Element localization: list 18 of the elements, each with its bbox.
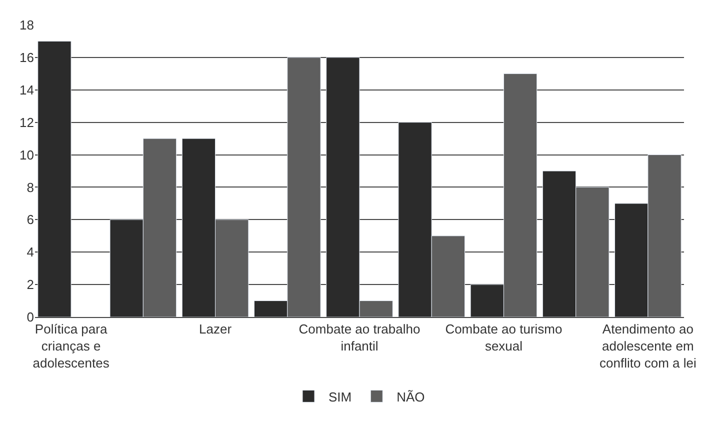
x-tick-label: Combate ao turismo sexual	[445, 322, 562, 354]
x-tick-label: Lazer	[199, 322, 232, 337]
y-tick-label: 8	[26, 180, 34, 195]
y-tick-label: 10	[20, 147, 34, 162]
legend-label: NÃO	[396, 389, 425, 404]
y-tick-label: 14	[20, 82, 34, 98]
y-tick-label: 12	[20, 114, 34, 130]
legend-label: SIM	[328, 389, 352, 404]
y-tick-label: 0	[26, 310, 34, 325]
y-tick-label: 16	[20, 50, 34, 65]
y-tick-label: 2	[26, 277, 34, 292]
x-tick-label: Combate ao trabalho infantil	[298, 322, 420, 354]
y-tick-label: 6	[26, 212, 34, 228]
x-tick-label: Atendimento ao adolescente em conflito com a lei	[600, 322, 696, 370]
y-tick-label: 18	[20, 18, 34, 33]
bar	[38, 40, 72, 317]
y-tick-label: 4	[26, 244, 34, 260]
x-tick-label: Política para crianças e adolescentes	[32, 322, 110, 370]
